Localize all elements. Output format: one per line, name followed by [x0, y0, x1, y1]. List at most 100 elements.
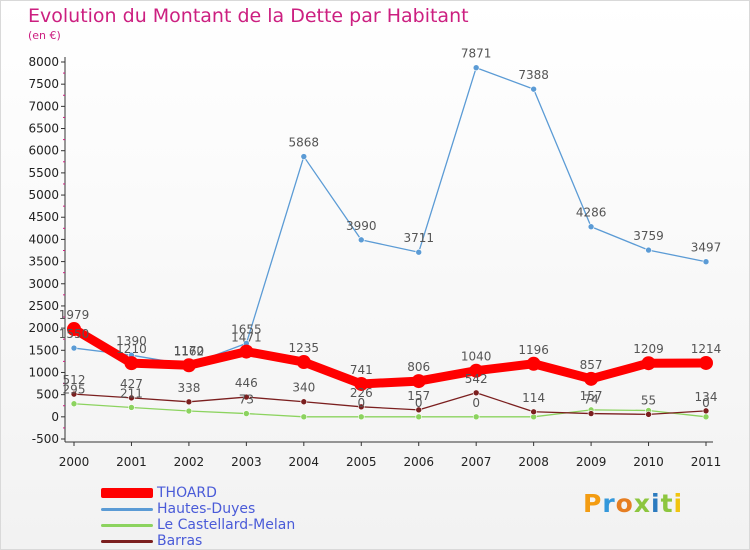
data-point	[699, 355, 713, 370]
legend-item-barras: Barras	[101, 533, 295, 549]
data-label: 542	[465, 372, 488, 386]
data-label: 73	[239, 393, 254, 407]
series-line	[69, 324, 711, 389]
data-point	[526, 356, 541, 371]
data-point	[357, 236, 365, 244]
data-point	[415, 413, 423, 421]
x-tick-label: 2010	[633, 455, 664, 469]
y-tick-label: 0	[51, 410, 59, 424]
x-tick-label: 2006	[403, 455, 434, 469]
data-label: 0	[702, 396, 710, 410]
data-label: 7871	[461, 47, 492, 61]
series-line	[73, 67, 707, 366]
data-point	[243, 393, 250, 401]
data-point	[587, 223, 595, 231]
legend-swatch	[101, 523, 153, 527]
data-label: 211	[120, 386, 143, 400]
data-label: 806	[407, 360, 430, 374]
chart-title: Evolution du Montant de la Dette par Hab…	[28, 5, 469, 27]
data-point	[300, 153, 308, 160]
data-point	[70, 390, 78, 398]
data-point	[411, 374, 426, 389]
logo-letter: r	[602, 489, 616, 518]
data-label: 3990	[346, 219, 377, 233]
y-tick-label: 500	[36, 388, 59, 402]
logo-letter: i	[673, 489, 684, 518]
y-tick-label: 2000	[28, 321, 59, 335]
data-label: 1040	[461, 350, 492, 364]
data-label: 0	[415, 396, 423, 410]
y-tick-label: 5500	[28, 166, 59, 180]
y-tick-label: 1500	[28, 343, 59, 357]
data-point	[415, 248, 423, 256]
legend: THOARD Hautes-Duyes Le Castellard-Melan …	[101, 485, 295, 549]
data-label: 4286	[576, 206, 607, 220]
series-line	[73, 403, 707, 418]
data-point	[70, 400, 78, 408]
x-tick-label: 2003	[231, 455, 262, 469]
data-point	[357, 413, 365, 421]
data-point	[124, 356, 139, 371]
data-label: 5868	[289, 136, 320, 150]
data-label: 1196	[518, 343, 549, 357]
data-label: 114	[522, 391, 545, 405]
data-label: 1209	[633, 342, 664, 356]
data-point	[185, 398, 193, 406]
data-point	[530, 85, 537, 93]
proxiti-logo: Proxiti	[583, 489, 683, 518]
data-label: 338	[177, 381, 200, 395]
data-label: 1471	[231, 331, 262, 345]
data-label: 1655	[231, 322, 262, 336]
legend-item-le-castellard-melan: Le Castellard-Melan	[101, 517, 295, 533]
data-label: 3759	[633, 229, 664, 243]
legend-swatch	[101, 507, 153, 511]
data-point	[415, 406, 423, 414]
logo-letter: t	[660, 489, 674, 518]
y-tick-label: 5000	[28, 188, 59, 202]
y-tick-label: 7000	[28, 99, 59, 113]
data-point	[300, 413, 308, 421]
y-tick-label: 2500	[28, 299, 59, 313]
logo-letter: i	[651, 489, 661, 518]
data-point	[702, 413, 710, 421]
data-label: 427	[120, 377, 143, 391]
x-tick-label: 2007	[461, 455, 492, 469]
data-point	[357, 403, 365, 411]
x-tick-label: 2009	[576, 455, 607, 469]
data-label: 1210	[116, 342, 147, 356]
x-tick-label: 2008	[518, 455, 549, 469]
data-point	[354, 376, 369, 391]
data-label: 1214	[691, 342, 722, 356]
data-point	[67, 322, 81, 337]
y-tick-label: 4500	[28, 210, 59, 224]
data-label: 512	[63, 373, 86, 387]
data-label: 1390	[116, 334, 147, 348]
x-tick-label: 2005	[346, 455, 377, 469]
data-label: 295	[63, 383, 86, 397]
data-label: 1170	[174, 344, 205, 358]
legend-label: Hautes-Duyes	[157, 501, 256, 517]
y-tick-label: 7500	[28, 77, 59, 91]
x-tick-label: 2011	[691, 455, 722, 469]
data-point	[645, 246, 652, 254]
data-label: 134	[695, 390, 718, 404]
x-tick-label: 2001	[116, 455, 147, 469]
data-label: 55	[641, 393, 656, 407]
data-point	[300, 398, 308, 406]
data-label: 857	[580, 358, 603, 372]
data-point	[128, 404, 135, 411]
data-point	[530, 408, 537, 416]
data-label: 1162	[174, 344, 205, 358]
data-label: 340	[292, 381, 315, 395]
logo-letter: P	[583, 489, 603, 518]
y-tick-label: 3000	[28, 277, 59, 291]
legend-label: Barras	[157, 533, 203, 549]
y-tick-label: 6000	[28, 144, 59, 158]
y-tick-label: 3500	[28, 255, 59, 269]
x-tick-label: 2000	[59, 455, 90, 469]
data-point	[185, 407, 193, 415]
data-label: 446	[235, 376, 258, 390]
data-point	[472, 413, 480, 421]
x-tick-label: 2002	[174, 455, 205, 469]
